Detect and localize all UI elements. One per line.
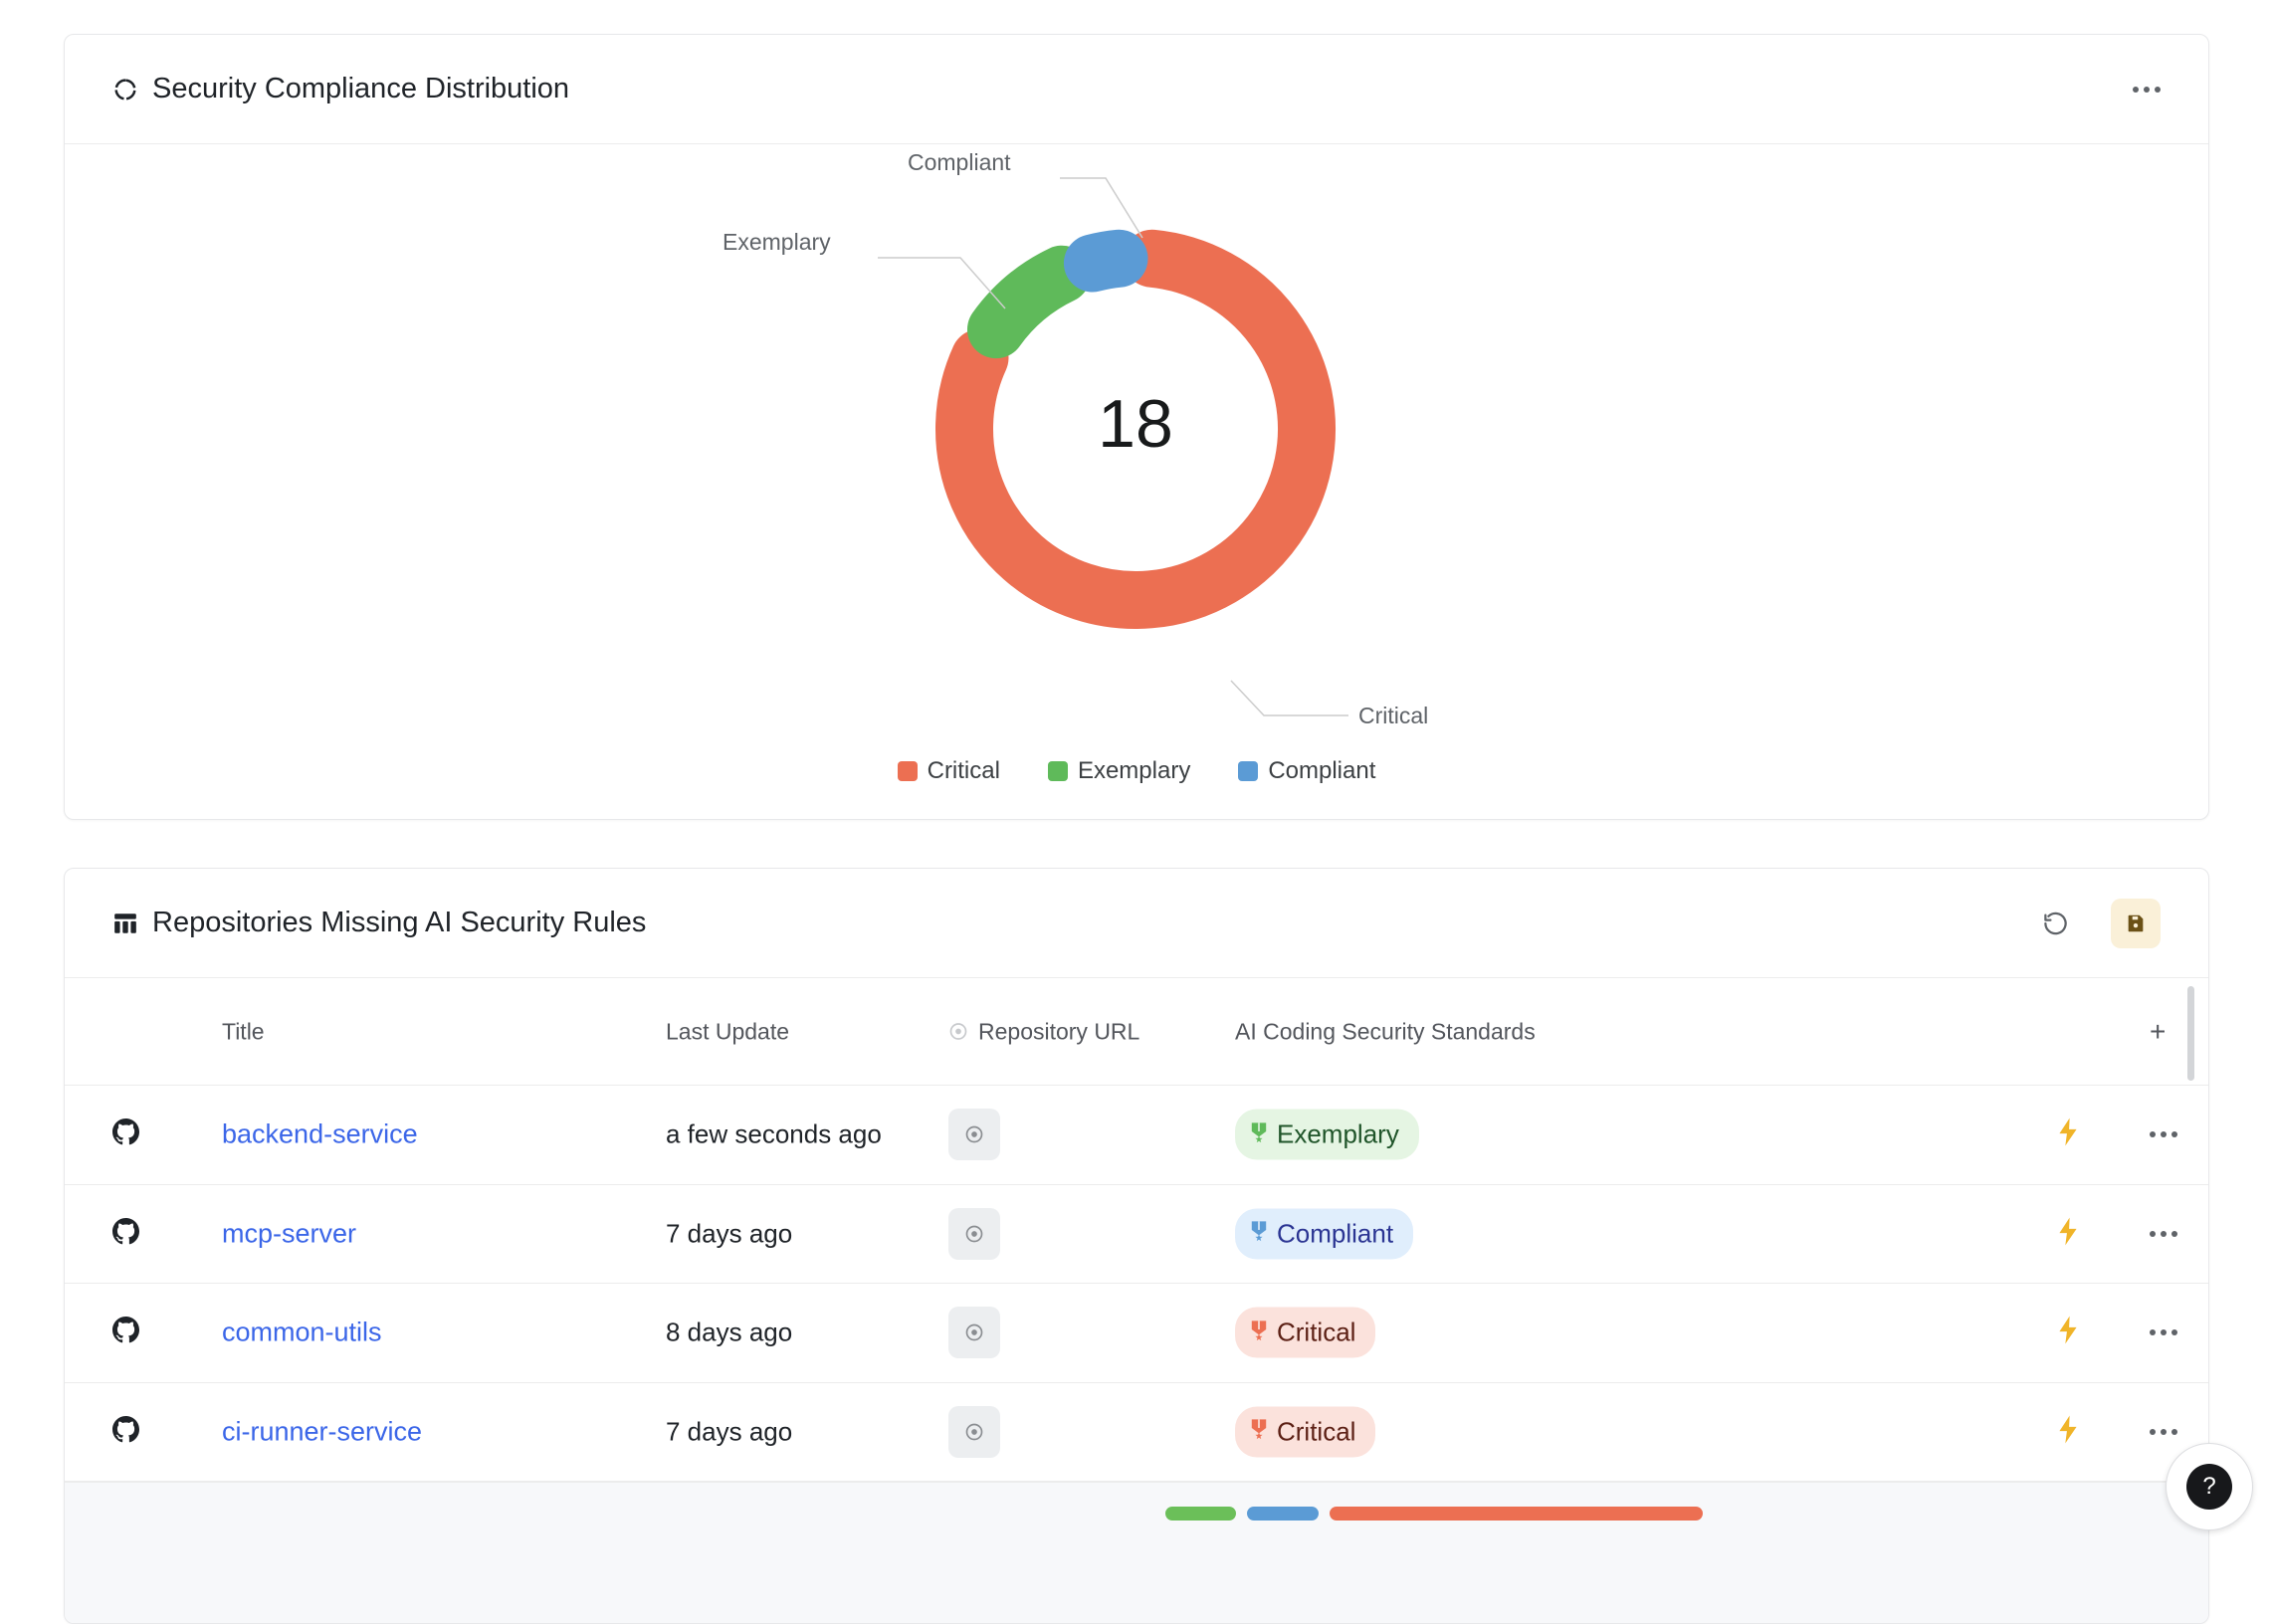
svg-text:Compliant: Compliant <box>908 149 1011 175</box>
svg-text:Exemplary: Exemplary <box>723 229 831 255</box>
svg-text:Critical: Critical <box>1358 703 1428 728</box>
svg-text:18: 18 <box>1098 386 1173 462</box>
